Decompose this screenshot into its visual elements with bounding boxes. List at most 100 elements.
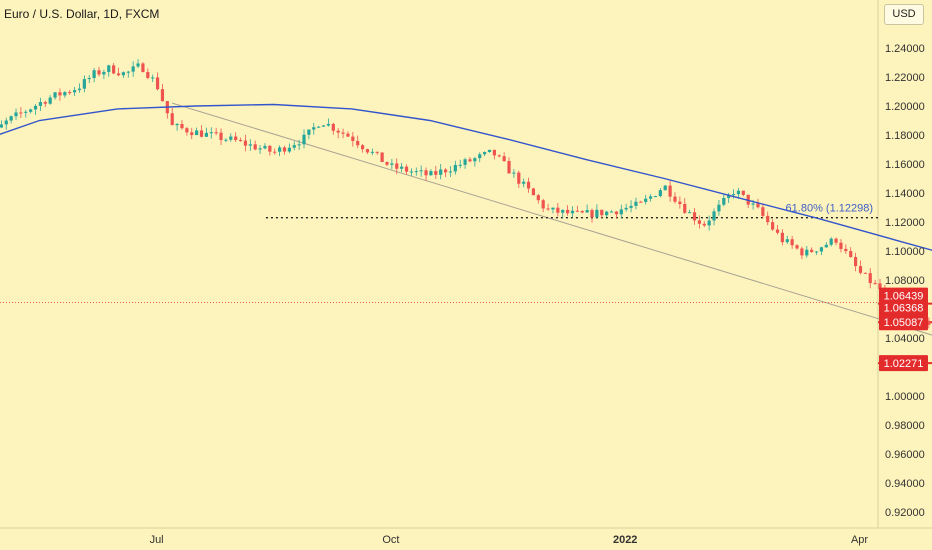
level-tag-text: 1.06368 bbox=[884, 303, 924, 315]
candle-body bbox=[443, 169, 448, 173]
candle-body bbox=[238, 140, 243, 142]
candle-body bbox=[385, 161, 389, 165]
candle-body bbox=[434, 171, 438, 175]
candle-body bbox=[263, 145, 267, 149]
candle-body bbox=[404, 166, 409, 172]
candle-body bbox=[307, 129, 311, 135]
candle-body bbox=[209, 132, 213, 134]
y-tick-label: 1.20000 bbox=[885, 101, 925, 113]
ticks-group: 1.24000 1.22000 1.20000 1.18000 1.16000 1.140… bbox=[150, 43, 925, 546]
candle-body bbox=[29, 109, 33, 112]
candle-body bbox=[522, 181, 526, 184]
candle-body bbox=[87, 78, 91, 80]
candle-body bbox=[814, 251, 819, 253]
candle-body bbox=[483, 152, 487, 155]
candle-body bbox=[653, 196, 658, 198]
candle-body bbox=[688, 212, 692, 214]
candle-body bbox=[92, 70, 96, 79]
candle-body bbox=[141, 63, 145, 73]
candle-body bbox=[195, 130, 199, 136]
candle-body bbox=[375, 151, 379, 153]
candle-body bbox=[63, 92, 67, 96]
candle-body bbox=[278, 147, 282, 152]
candle-body bbox=[805, 249, 809, 256]
candle-body bbox=[824, 244, 828, 248]
candle-body bbox=[146, 72, 150, 78]
candle-body bbox=[712, 211, 716, 221]
candle-body bbox=[380, 152, 384, 162]
candle-body bbox=[507, 161, 511, 174]
candle-body bbox=[849, 251, 853, 258]
candle-body bbox=[834, 238, 838, 243]
candle-body bbox=[390, 163, 394, 165]
candle-body bbox=[678, 201, 682, 204]
candle-body bbox=[458, 164, 462, 166]
candle-body bbox=[424, 170, 428, 176]
candle-body bbox=[175, 124, 179, 126]
candle-body bbox=[785, 239, 789, 243]
candle-body bbox=[492, 149, 496, 156]
candle-body bbox=[219, 132, 223, 140]
candle-body bbox=[639, 201, 643, 203]
candle-body bbox=[634, 201, 638, 206]
axes-group bbox=[0, 0, 932, 529]
candle-body bbox=[287, 147, 291, 152]
level-tag-text: 1.05087 bbox=[884, 317, 924, 329]
candle-body bbox=[624, 207, 628, 210]
candle-body bbox=[590, 210, 594, 218]
candle-body bbox=[731, 194, 736, 196]
candle-body bbox=[297, 144, 301, 146]
candle-body bbox=[868, 273, 872, 284]
candle-body bbox=[121, 72, 126, 76]
candle-body bbox=[180, 124, 184, 129]
candle-body bbox=[707, 220, 711, 226]
y-tick-label: 1.08000 bbox=[885, 275, 925, 287]
candle-body bbox=[243, 140, 248, 146]
currency-button[interactable]: USD bbox=[884, 4, 924, 25]
candle-body bbox=[400, 166, 404, 169]
y-tick-label: 1.12000 bbox=[885, 217, 925, 229]
candle-body bbox=[414, 171, 418, 173]
candle-body bbox=[761, 207, 765, 216]
candle-body bbox=[370, 151, 374, 153]
candle-body bbox=[268, 145, 272, 152]
candle-body bbox=[151, 77, 155, 79]
candle-body bbox=[478, 154, 482, 159]
candle-body bbox=[873, 283, 877, 285]
candle-body bbox=[648, 196, 653, 199]
candle-body bbox=[575, 210, 579, 212]
candle-body bbox=[702, 223, 706, 226]
levels-group bbox=[0, 302, 932, 365]
candle-body bbox=[780, 232, 784, 243]
candle-body bbox=[722, 197, 726, 205]
candle-body bbox=[517, 172, 521, 184]
candle-body bbox=[448, 171, 453, 173]
candle-body bbox=[346, 133, 350, 137]
level-tag-text: 1.02271 bbox=[884, 358, 924, 370]
candle-body bbox=[292, 145, 296, 148]
candle-body bbox=[692, 212, 697, 221]
candle-body bbox=[282, 147, 287, 152]
candle-body bbox=[341, 132, 345, 134]
candle-body bbox=[629, 205, 633, 208]
candle-body bbox=[658, 190, 662, 197]
y-tick-label: 1.04000 bbox=[885, 333, 925, 345]
candle-body bbox=[751, 203, 755, 205]
candle-body bbox=[453, 164, 457, 172]
candle-body bbox=[102, 71, 106, 75]
candle-body bbox=[585, 210, 589, 213]
candle-body bbox=[570, 210, 575, 214]
diagonal-line bbox=[172, 102, 932, 336]
candle-body bbox=[741, 190, 745, 195]
candle-body bbox=[810, 249, 814, 253]
y-tick-label: 1.16000 bbox=[885, 159, 925, 171]
x-tick-label: Jul bbox=[150, 534, 164, 546]
candle-body bbox=[234, 136, 238, 141]
x-tick-label: 2022 bbox=[613, 534, 637, 546]
candle-body bbox=[190, 132, 194, 136]
candle-body bbox=[336, 130, 340, 133]
candle-body bbox=[927, 320, 931, 325]
candle-body bbox=[199, 130, 204, 137]
candle-body bbox=[546, 208, 550, 210]
